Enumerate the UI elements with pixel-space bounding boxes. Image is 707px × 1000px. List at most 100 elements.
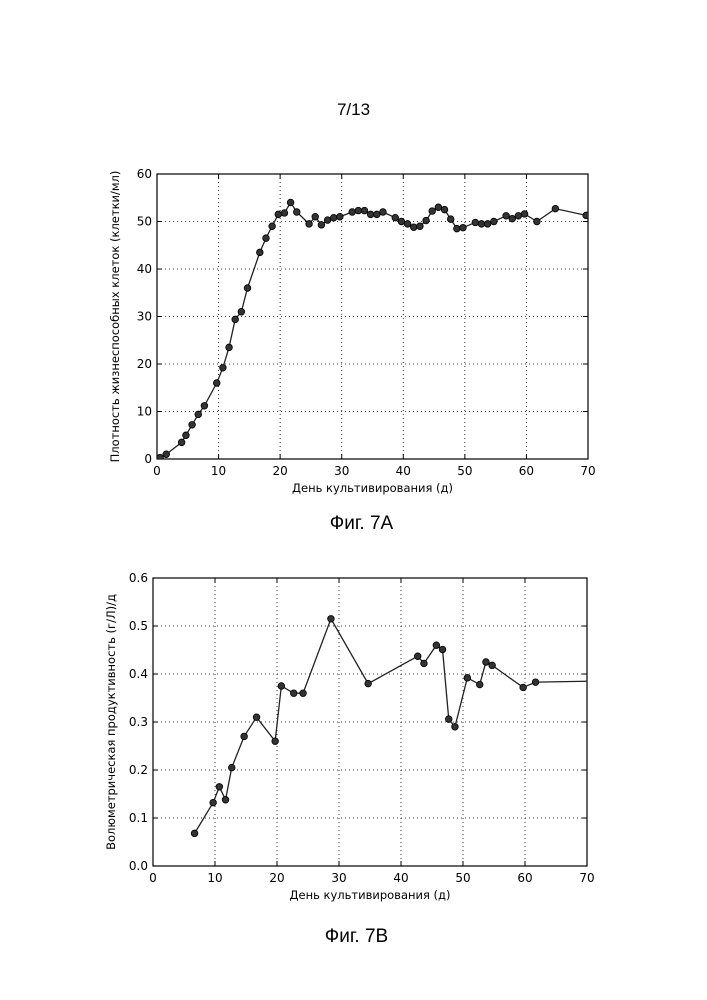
data-point	[318, 222, 325, 229]
data-series	[191, 616, 594, 837]
data-point	[244, 285, 251, 292]
y-tick-label: 50	[137, 215, 152, 229]
y-tick-label: 0	[144, 452, 152, 466]
data-point	[374, 211, 381, 218]
data-point	[195, 411, 202, 418]
figure-caption-7b: Фиг. 7B	[3, 926, 707, 948]
x-tick-label: 70	[580, 464, 595, 478]
data-point	[272, 738, 279, 745]
data-point	[417, 223, 424, 230]
data-point	[287, 199, 294, 206]
x-axis-label: День культивирования (д)	[292, 481, 453, 495]
data-point	[324, 217, 331, 224]
data-point	[429, 208, 436, 215]
data-point	[472, 219, 479, 226]
data-point	[189, 422, 196, 429]
data-point	[398, 218, 405, 225]
data-point	[509, 215, 516, 222]
data-point	[447, 216, 454, 223]
data-point	[191, 830, 198, 837]
data-point	[349, 209, 356, 216]
data-point	[210, 799, 217, 806]
data-point	[281, 210, 288, 217]
data-point	[238, 308, 245, 315]
data-point	[404, 221, 411, 228]
x-tick-label: 50	[457, 464, 472, 478]
data-point	[306, 221, 313, 228]
y-tick-label: 0.4	[129, 667, 148, 681]
y-tick-label: 40	[137, 262, 152, 276]
data-point	[228, 764, 235, 771]
data-point	[328, 616, 335, 623]
data-point	[484, 221, 491, 228]
data-point	[300, 690, 307, 697]
data-point	[476, 681, 483, 688]
data-point	[532, 679, 539, 686]
data-point	[367, 211, 374, 218]
data-point	[421, 660, 428, 667]
data-point	[222, 796, 229, 803]
data-point	[454, 225, 461, 232]
data-point	[355, 207, 362, 214]
data-point	[433, 642, 440, 649]
data-point	[490, 218, 497, 225]
data-point	[220, 365, 227, 372]
data-point	[216, 784, 223, 791]
data-point	[365, 680, 372, 687]
data-point	[552, 205, 559, 212]
data-point	[226, 344, 233, 351]
data-point	[361, 207, 368, 214]
y-tick-label: 0.1	[129, 811, 148, 825]
y-tick-label: 0.2	[129, 763, 148, 777]
x-axis-label: День культивирования (д)	[290, 888, 451, 902]
data-point	[312, 213, 319, 220]
y-tick-label: 10	[137, 405, 152, 419]
data-point	[520, 684, 527, 691]
data-point	[521, 211, 528, 218]
data-point	[478, 221, 485, 228]
data-point	[290, 690, 297, 697]
x-tick-label: 10	[211, 464, 226, 478]
x-tick-label: 20	[273, 464, 288, 478]
data-point	[445, 716, 452, 723]
data-point	[178, 439, 185, 446]
x-tick-label: 60	[517, 871, 532, 885]
data-point	[460, 224, 467, 231]
y-tick-label: 0.3	[129, 715, 148, 729]
data-point	[183, 432, 190, 439]
x-tick-label: 40	[396, 464, 411, 478]
volumetric-productivity-chart: 0102030405060700.00.10.20.30.40.50.6День…	[0, 560, 707, 920]
data-point	[163, 451, 170, 458]
data-point	[588, 678, 595, 685]
data-point	[589, 213, 596, 220]
x-tick-label: 60	[519, 464, 534, 478]
y-tick-label: 20	[137, 357, 152, 371]
data-point	[414, 653, 421, 660]
data-point	[380, 209, 387, 216]
x-tick-label: 30	[334, 464, 349, 478]
data-point	[503, 213, 510, 220]
data-point	[441, 206, 448, 213]
data-point	[263, 235, 270, 242]
data-point	[515, 213, 522, 220]
figure-caption-7a: Фиг. 7A	[8, 513, 707, 535]
data-point	[423, 217, 430, 224]
data-point	[253, 714, 260, 721]
y-tick-label: 0.0	[129, 859, 148, 873]
data-point	[201, 403, 208, 410]
data-point	[392, 214, 399, 221]
data-point	[330, 214, 337, 221]
data-point	[269, 223, 276, 230]
data-point	[157, 454, 164, 461]
series-line	[195, 619, 592, 834]
y-tick-label: 30	[137, 310, 152, 324]
data-point	[213, 380, 220, 387]
data-series	[157, 199, 596, 461]
x-tick-label: 50	[455, 871, 470, 885]
data-point	[337, 213, 344, 220]
data-point	[410, 224, 417, 231]
x-tick-label: 30	[331, 871, 346, 885]
data-point	[278, 683, 285, 690]
data-point	[483, 659, 490, 666]
data-point	[275, 211, 282, 218]
